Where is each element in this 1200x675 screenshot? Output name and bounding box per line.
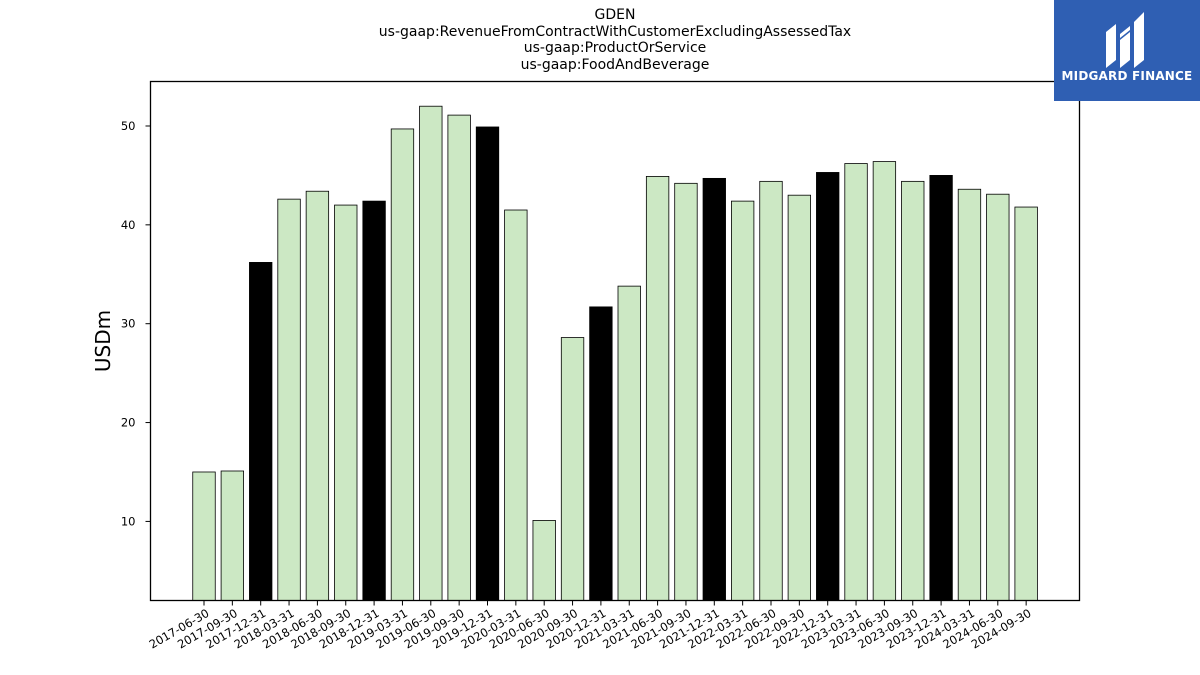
- chart-title-line-3: us-gaap:ProductOrService: [523, 40, 707, 56]
- bar-2019-12-31: [475, 126, 500, 601]
- y-tick-label: 50: [121, 119, 136, 133]
- bar-2024-09-30: [1014, 206, 1038, 601]
- bar-2019-09-30: [447, 114, 471, 601]
- y-axis: 10 20 30 40 50: [121, 119, 151, 528]
- bar-2017-12-31: [249, 262, 273, 601]
- bar-2024-03-31: [957, 188, 982, 601]
- y-tick-label: 20: [121, 416, 136, 430]
- bar-2023-06-30: [872, 161, 897, 601]
- chart-title-line-2: us-gaap:RevenueFromContractWithCustomerE…: [378, 23, 852, 40]
- bar-2020-09-30: [560, 337, 585, 601]
- bar-2024-06-30: [986, 193, 1010, 601]
- bar-2020-06-30: [532, 520, 556, 601]
- bar-2021-06-30: [645, 175, 670, 601]
- bar-2023-09-30: [901, 180, 925, 601]
- bar-2018-09-30: [334, 204, 358, 601]
- bar-2021-09-30: [674, 182, 698, 601]
- chart-title-line-1: GDEN: [594, 7, 636, 23]
- bar-2022-09-30: [787, 194, 811, 601]
- y-axis-label: USDm: [91, 310, 115, 372]
- logo-text: MIDGARD FINANCE: [1061, 69, 1193, 83]
- y-tick-label: 30: [121, 317, 136, 331]
- bar-2022-03-31: [731, 200, 755, 601]
- bar-2018-03-31: [277, 198, 301, 601]
- bar-2018-06-30: [305, 190, 330, 601]
- x-axis: 2017-06-302017-09-302017-12-312018-03-31…: [147, 600, 1034, 652]
- bar-2022-06-30: [759, 180, 783, 601]
- bar-2020-12-31: [589, 306, 613, 601]
- chart-title: GDEN us-gaap:RevenueFromContractWithCust…: [150, 7, 1080, 73]
- bars-group: [192, 105, 1038, 601]
- bar-2017-09-30: [220, 470, 245, 601]
- y-tick-label: 10: [121, 514, 136, 528]
- bar-2023-12-31: [929, 175, 953, 601]
- bar-2019-06-30: [419, 105, 443, 601]
- plot-frame: [149, 80, 1081, 602]
- bar-2018-12-31: [362, 200, 386, 601]
- midgard-logo-icon: [1106, 12, 1144, 68]
- chart-title-line-4: us-gaap:FoodAndBeverage: [520, 56, 710, 73]
- bar-2022-12-31: [816, 172, 840, 601]
- bar-2021-03-31: [617, 285, 641, 601]
- bar-2023-03-31: [844, 163, 868, 601]
- bar-2017-06-30: [192, 471, 216, 601]
- bar-2019-03-31: [390, 128, 415, 601]
- y-tick-label: 40: [121, 218, 136, 232]
- bar-2020-03-31: [504, 209, 528, 601]
- bar-2021-12-31: [702, 177, 726, 601]
- midgard-finance-logo: MIDGARD FINANCE: [1054, 0, 1200, 101]
